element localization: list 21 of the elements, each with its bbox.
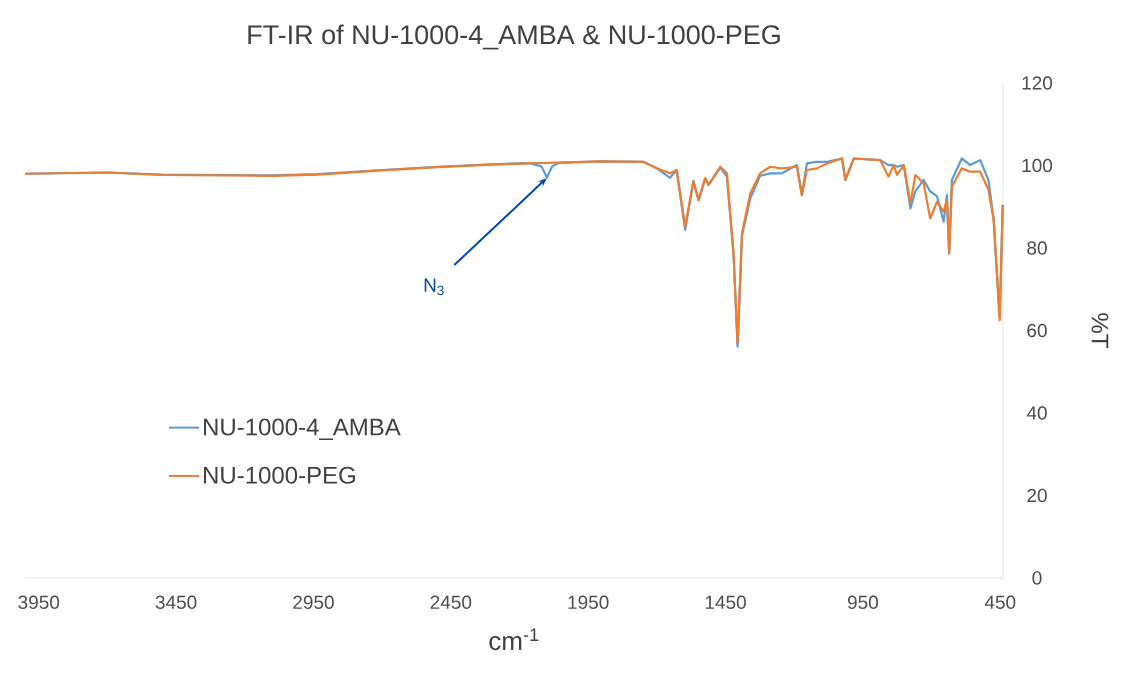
y-tick-label: 80 (1027, 241, 1047, 255)
y-tick-label: 120 (1022, 76, 1053, 90)
x-tick-label: 2450 (430, 595, 472, 609)
y-tick-label: 20 (1027, 488, 1047, 503)
y-tick-label: 60 (1027, 323, 1047, 338)
y-tick-label: 0 (1032, 571, 1042, 585)
x-tick-label: 2950 (293, 595, 334, 609)
x-tick-label: 3450 (155, 595, 197, 609)
x-tick-label: 1950 (568, 595, 609, 609)
chart-title: FT-IR of NU-1000-4_AMBA & NU-1000-PEG (248, 24, 780, 50)
y-tick-label: 100 (1022, 158, 1053, 173)
x-tick-label: 1450 (705, 595, 746, 609)
x-tick-label: 450 (984, 595, 1016, 609)
legend-label: NU-1000-PEG (204, 466, 355, 484)
x-axis-title: cm$^{-1}$ (489, 628, 539, 651)
legend-label: NU-1000-4_AMBA (204, 418, 401, 441)
y-tick-label: 40 (1026, 406, 1047, 420)
annotation: N$_{3}$ (424, 278, 444, 296)
y-axis-title: %T (1091, 313, 1109, 348)
x-tick-label: 950 (847, 595, 878, 609)
x-tick-label: 3950 (18, 595, 60, 609)
